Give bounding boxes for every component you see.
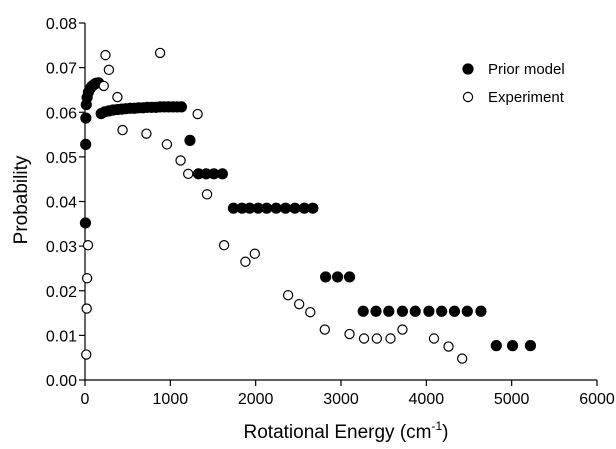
experiment-point xyxy=(319,324,330,335)
experiment-point xyxy=(385,333,396,344)
y-axis-label: Probability xyxy=(11,155,32,244)
experiment-point xyxy=(100,49,111,61)
experiment-point xyxy=(112,91,123,103)
prior-model-point xyxy=(423,305,435,317)
prior-model-point xyxy=(80,112,92,124)
experiment-point xyxy=(81,303,92,314)
experiment-point xyxy=(282,290,294,301)
experiment-point xyxy=(443,341,454,352)
experiment-point xyxy=(141,128,152,139)
prior-model-point xyxy=(461,305,473,317)
prior-model-point xyxy=(261,202,273,214)
experiment-point xyxy=(218,240,230,251)
prior-model-point xyxy=(436,305,448,317)
legend-label-experiment: Experiment xyxy=(488,89,565,106)
prior-model-point xyxy=(270,202,282,214)
y-tick-label: 0.01 xyxy=(46,328,77,345)
legend-marker-experiment xyxy=(462,91,474,103)
prior-model-point xyxy=(383,305,395,317)
y-tick-label: 0.03 xyxy=(46,239,77,256)
experiment-point xyxy=(371,333,383,344)
experiment-point xyxy=(201,189,213,200)
x-axis-label: Rotational Energy (cm-1) xyxy=(244,419,449,443)
x-tick-label: 0 xyxy=(81,391,90,408)
experiment-point xyxy=(175,155,186,166)
legend: Prior model Experiment xyxy=(462,61,565,106)
experiment-point xyxy=(98,80,109,92)
x-tick-label: 2000 xyxy=(238,391,274,408)
experiment-point xyxy=(358,333,370,344)
series-prior-model xyxy=(79,77,537,352)
x-tick-label: 5000 xyxy=(494,391,530,408)
y-tick-label: 0.02 xyxy=(46,284,77,301)
experiment-point xyxy=(240,256,251,267)
prior-model-point xyxy=(506,340,519,352)
prior-model-point xyxy=(279,202,292,214)
x-tick-label: 4000 xyxy=(409,391,445,408)
prior-model-point xyxy=(79,217,92,229)
tick-labels: 0 1000 2000 3000 4000 5000 6000 0.00 0.01 0.02 0.0… xyxy=(46,16,615,408)
prior-model-point xyxy=(175,101,188,113)
prior-model-point xyxy=(320,271,332,283)
prior-model-point xyxy=(184,134,196,146)
prior-model-point xyxy=(331,271,344,283)
prior-model-point xyxy=(490,340,502,352)
experiment-point xyxy=(305,306,316,318)
x-tick-label: 1000 xyxy=(153,391,189,408)
experiment-point xyxy=(428,333,440,344)
experiment-point xyxy=(192,108,203,120)
prior-model-point xyxy=(80,138,92,150)
prior-model-point xyxy=(475,305,487,317)
experiment-point xyxy=(82,240,94,251)
experiment-point xyxy=(81,349,92,360)
x-tick-label: 3000 xyxy=(323,391,359,408)
y-tick-label: 0.00 xyxy=(46,373,77,390)
prior-model-point xyxy=(357,305,369,317)
prior-model-point xyxy=(409,305,421,317)
experiment-point xyxy=(117,124,128,136)
data-points xyxy=(79,47,537,364)
y-tick-label: 0.04 xyxy=(46,195,77,212)
experiment-point xyxy=(456,353,468,364)
series-experiment xyxy=(81,47,468,364)
experiment-point xyxy=(397,324,408,335)
prior-model-point xyxy=(396,305,409,317)
prior-model-point xyxy=(448,305,461,317)
experiment-point xyxy=(183,168,194,180)
experiment-point xyxy=(344,328,355,340)
experiment-point xyxy=(293,298,305,310)
experiment-point xyxy=(249,248,261,259)
legend-label-prior-model: Prior model xyxy=(488,61,565,78)
experiment-point xyxy=(81,273,93,284)
y-tick-label: 0.07 xyxy=(46,61,77,78)
legend-marker-prior-model xyxy=(462,63,474,75)
x-tick-label: 6000 xyxy=(579,391,615,408)
experiment-point xyxy=(103,64,115,76)
y-tick-label: 0.06 xyxy=(46,105,77,122)
y-tick-label: 0.08 xyxy=(46,16,77,33)
prior-model-point xyxy=(370,305,382,317)
y-tick-label: 0.05 xyxy=(46,150,77,167)
prior-model-point xyxy=(524,340,537,352)
prior-model-point xyxy=(216,168,228,180)
x-axis-label-superscript: -1 xyxy=(431,419,442,433)
prior-model-point xyxy=(289,202,301,214)
experiment-point xyxy=(161,139,173,150)
prior-model-point xyxy=(343,271,356,283)
prior-model-point xyxy=(307,202,319,214)
experiment-point xyxy=(154,47,166,59)
